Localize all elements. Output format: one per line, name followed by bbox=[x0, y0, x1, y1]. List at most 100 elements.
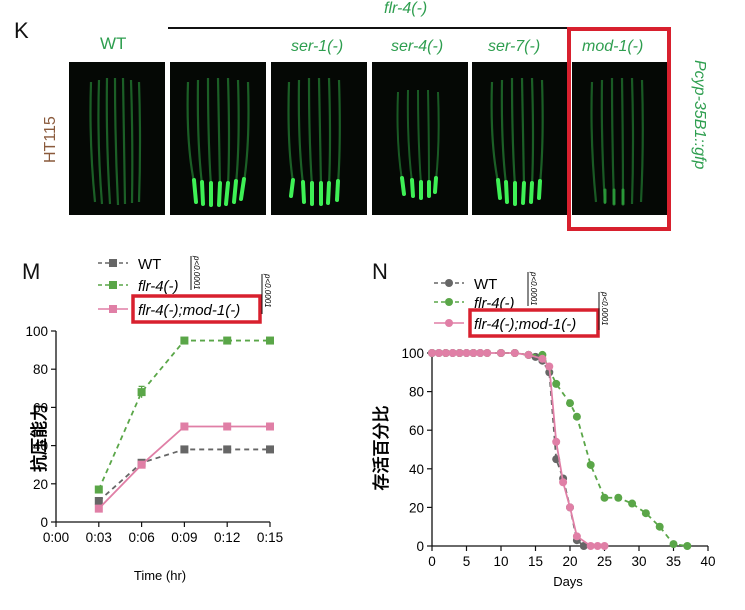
column-label-ser4: ser-4(-) bbox=[391, 38, 444, 55]
chart-n-series bbox=[428, 349, 692, 550]
y-tick-label: 100 bbox=[401, 346, 424, 361]
pvalue-1: p<0.0001 bbox=[529, 271, 538, 306]
legend-label-mod1: flr-4(-);mod-1(-) bbox=[474, 316, 576, 333]
gfp-image-flr4 bbox=[170, 62, 266, 215]
x-tick-label: 0:00 bbox=[43, 530, 69, 545]
series-line bbox=[432, 352, 585, 547]
y-tick-label: 20 bbox=[409, 500, 424, 515]
pvalue-1: p<0.0001 bbox=[192, 255, 201, 290]
data-point bbox=[94, 485, 103, 494]
chart-m-ylabel: 抗压能力 bbox=[29, 404, 49, 472]
legend-marker-flr4 bbox=[109, 281, 117, 289]
data-point bbox=[524, 350, 533, 359]
gfp-image-mod1 bbox=[572, 62, 668, 215]
data-point bbox=[483, 349, 492, 357]
data-point bbox=[538, 354, 547, 363]
data-point bbox=[223, 336, 232, 345]
data-point bbox=[600, 493, 609, 502]
data-point bbox=[641, 509, 650, 518]
x-tick-label: 0:06 bbox=[128, 530, 154, 545]
legend-marker-flr4 bbox=[445, 298, 453, 306]
data-point bbox=[462, 349, 471, 357]
data-point bbox=[94, 504, 103, 513]
gfp-image-wt bbox=[69, 62, 165, 215]
x-tick-label: 30 bbox=[631, 554, 646, 569]
y-tick-label: 80 bbox=[33, 362, 48, 377]
group-bracket-line bbox=[168, 27, 671, 29]
data-point bbox=[669, 540, 678, 549]
data-point bbox=[572, 532, 581, 541]
chart-n-ylabel: 存活百分比 bbox=[372, 406, 391, 491]
legend-marker-wt bbox=[445, 279, 453, 287]
gfp-image-ser7 bbox=[472, 62, 568, 215]
panel-k-letter: K bbox=[14, 18, 29, 43]
chart-m-axes: 0 20 40 60 80 100 0:00 0:03 0:06 0:09 0:12 0:15 bbox=[25, 324, 283, 545]
worms-mod1 bbox=[590, 77, 644, 206]
chart-m-legend: WT flr-4(-) flr-4(-);mod-1(-) p<0.0001 p… bbox=[98, 255, 272, 324]
data-point bbox=[94, 496, 103, 505]
worms-wt bbox=[89, 77, 142, 206]
x-tick-label: 0:09 bbox=[171, 530, 197, 545]
legend-label-flr4: flr-4(-) bbox=[138, 278, 179, 295]
series-line bbox=[98, 448, 270, 502]
data-point bbox=[510, 349, 519, 357]
y-tick-label: 100 bbox=[25, 324, 48, 339]
data-point bbox=[628, 499, 637, 508]
data-point bbox=[545, 362, 554, 371]
x-tick-label: 10 bbox=[493, 554, 508, 569]
data-point bbox=[441, 349, 450, 357]
legend-marker-wt bbox=[109, 259, 117, 267]
x-tick-label: 40 bbox=[700, 554, 715, 569]
y-tick-label: 60 bbox=[409, 423, 424, 438]
legend-label-wt: WT bbox=[138, 256, 161, 273]
legend-label-flr4: flr-4(-) bbox=[474, 295, 515, 312]
chart-m-highlight-box bbox=[131, 294, 262, 324]
panel-m-letter: M bbox=[22, 259, 41, 284]
mod1-highlight-box bbox=[567, 27, 671, 231]
y-tick-label: 40 bbox=[409, 462, 424, 477]
column-label-wt: WT bbox=[100, 34, 127, 53]
x-tick-label: 0 bbox=[428, 554, 436, 569]
data-point bbox=[586, 460, 595, 469]
y-tick-label: 60 bbox=[33, 400, 48, 415]
data-point bbox=[579, 542, 588, 550]
y-tick-label: 0 bbox=[416, 539, 424, 554]
data-point bbox=[455, 349, 464, 357]
chart-n-axes: 0 20 40 60 80 100 0 5 10 15 20 25 30 35 40 bbox=[401, 346, 715, 569]
chart-m: 0 20 40 60 80 100 0:00 0:03 0:06 0:09 0:12 0:15 WT … bbox=[25, 255, 283, 583]
data-point bbox=[586, 542, 595, 550]
column-label-mod1: mod-1(-) bbox=[582, 38, 644, 55]
reporter-label: Pcyp-35B1::gfp bbox=[691, 60, 708, 170]
data-point bbox=[180, 422, 189, 431]
worms-flr4 bbox=[186, 77, 250, 207]
worms-ser1 bbox=[287, 77, 341, 206]
series-line bbox=[98, 425, 270, 510]
data-point bbox=[566, 503, 574, 512]
chart-m-series bbox=[94, 336, 274, 513]
x-tick-label: 0:15 bbox=[257, 530, 283, 545]
data-point bbox=[434, 349, 443, 357]
data-point bbox=[614, 493, 623, 502]
chart-m-xlabel: Time (hr) bbox=[134, 568, 186, 583]
data-point bbox=[180, 445, 189, 454]
data-point bbox=[572, 412, 581, 421]
data-point bbox=[683, 542, 692, 550]
x-tick-label: 35 bbox=[666, 554, 681, 569]
y-tick-label: 80 bbox=[409, 385, 424, 400]
data-point bbox=[566, 399, 574, 408]
gfp-image-ser1 bbox=[271, 62, 367, 215]
pvalue-2: p<0.0001 bbox=[600, 291, 609, 326]
data-point bbox=[266, 445, 274, 454]
data-point bbox=[180, 336, 189, 345]
data-point bbox=[428, 349, 436, 357]
panel-n-letter: N bbox=[372, 259, 388, 284]
series-line bbox=[432, 352, 605, 547]
column-label-ser1: ser-1(-) bbox=[291, 38, 344, 55]
data-point bbox=[469, 349, 478, 357]
legend-label-mod1: flr-4(-);mod-1(-) bbox=[138, 302, 240, 319]
x-tick-label: 0:03 bbox=[86, 530, 112, 545]
data-point bbox=[552, 379, 561, 388]
data-point bbox=[600, 542, 609, 550]
chart-n-xlabel: Days bbox=[553, 574, 583, 589]
data-point bbox=[223, 422, 232, 431]
